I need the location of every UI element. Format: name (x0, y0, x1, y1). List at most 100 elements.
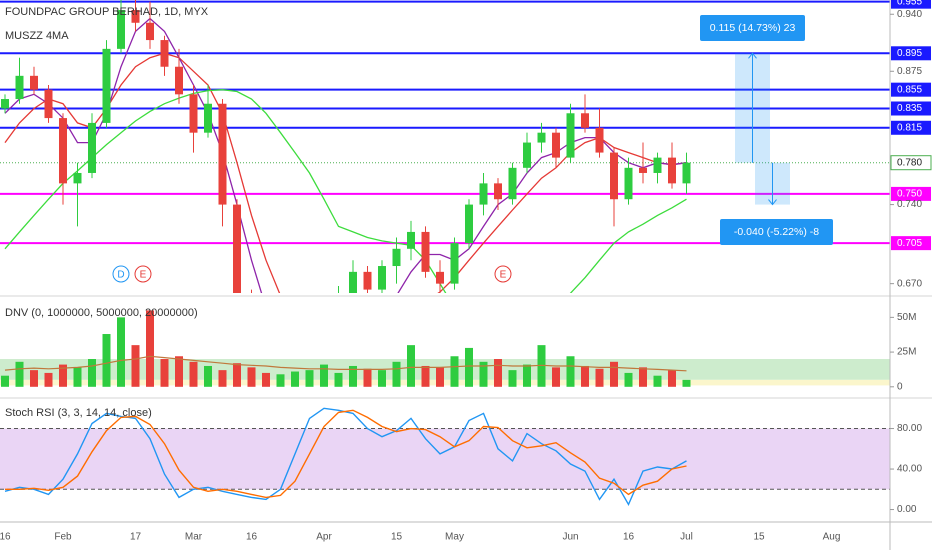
level-label-box (891, 120, 931, 135)
candle-body (610, 152, 618, 200)
event-marker (134, 265, 152, 283)
x-tick-label: 15 (753, 532, 765, 543)
level-label: 0.705 (897, 238, 922, 249)
candle-body (552, 132, 560, 158)
candle-body (682, 162, 691, 184)
candle-body (595, 127, 604, 153)
event-marker (494, 265, 512, 283)
volume-band (0, 379, 890, 386)
candle-body (407, 231, 415, 249)
measure-arrow-head (748, 52, 757, 59)
level-label-box (891, 186, 931, 201)
volume-bar (407, 345, 415, 387)
volume-bar (349, 365, 357, 387)
indicator-title: MUSZZ 4MA (5, 30, 69, 42)
candle-body (335, 296, 343, 308)
candle-body (204, 103, 212, 133)
candle-body (479, 183, 488, 205)
volume-bar (334, 372, 343, 387)
volume-bar (421, 365, 430, 387)
level-label: 0.835 (897, 103, 922, 114)
event-label: E (140, 270, 147, 281)
y-tick-label: 80.00 (897, 423, 922, 434)
volume-bar (160, 359, 169, 387)
level-label: 0.955 (897, 0, 922, 7)
volume-bar (537, 345, 546, 387)
chart-title: FOUNDPAC GROUP BERHAD, 1D, MYX (5, 6, 209, 18)
volume-bar (247, 367, 256, 387)
volume-bar (378, 370, 386, 387)
volume-bar (479, 361, 488, 387)
y-tick-label: 0 (897, 381, 903, 392)
volume-bar (30, 370, 38, 387)
moving-average (4, 89, 687, 293)
volume-bar (363, 368, 372, 387)
y-tick-label: 0.670 (897, 278, 922, 289)
overlay: D E E 0.115 (14.73%) 23 -0.040 (-5.22%) -8 0.… (112, 0, 932, 283)
y-tick-label: 0.875 (897, 66, 922, 77)
candle-body (146, 22, 154, 41)
candle-body (320, 308, 328, 320)
candle-body (277, 339, 285, 352)
volume-bar (639, 367, 647, 387)
candle-body (15, 75, 24, 100)
volume-bar (117, 317, 125, 387)
x-tick-label: May (445, 532, 464, 543)
x-tick-label: 17 (130, 532, 142, 543)
volume-bar (450, 356, 459, 387)
volume-bar (508, 370, 517, 387)
event-marker (112, 265, 130, 283)
level-label: 0.895 (897, 48, 922, 59)
x-tick-label: Mar (185, 532, 203, 543)
candle-body (248, 296, 256, 333)
volume-bar (204, 365, 212, 387)
candle-body (218, 103, 227, 205)
volume-bar (15, 361, 24, 387)
volume-bar (59, 364, 67, 387)
volume-bar (682, 379, 691, 387)
candle-body (131, 10, 140, 23)
level-label-box (891, 46, 931, 61)
candle-body (59, 118, 67, 184)
measure-box (700, 15, 805, 41)
candle-body (349, 271, 357, 293)
volume-bar (552, 367, 560, 387)
candle-body (537, 132, 546, 143)
candle-body (581, 113, 589, 128)
volume-title: DNV (0, 1000000, 5000000, 20000000) (5, 307, 198, 319)
stoch-line (5, 409, 687, 499)
candle-body (306, 320, 314, 326)
level-label: 0.855 (897, 84, 922, 95)
stoch-title: Stoch RSI (3, 3, 14, 14, close) (5, 407, 152, 419)
measure-label: 0.115 (14.73%) 23 (710, 22, 796, 34)
volume-average (4, 355, 687, 372)
event-label: E (500, 270, 507, 281)
x-tick-label: 15 (391, 532, 403, 543)
stoch-pane (0, 407, 890, 507)
candle-body (624, 167, 633, 200)
level-label: 0.750 (897, 189, 922, 200)
candle-body (378, 266, 386, 290)
last-price-box (890, 155, 932, 171)
x-tick-label: Jun (562, 532, 578, 543)
volume-bar (523, 364, 531, 387)
volume-bar (465, 347, 473, 387)
stoch-band (0, 428, 890, 490)
measure-arrow-head (768, 199, 777, 206)
candle-body (668, 157, 676, 184)
volume-bar (305, 370, 314, 387)
volume-bar (88, 359, 96, 387)
candle-body (450, 243, 459, 284)
measure-box (720, 219, 833, 245)
candle-body (30, 75, 38, 90)
candle-body (102, 48, 111, 123)
y-tick-label: 50M (897, 312, 916, 323)
candle-body (523, 142, 531, 168)
volume-bar (218, 370, 227, 387)
candle-body (233, 204, 241, 293)
volume-bar (566, 356, 575, 387)
candle-body (175, 66, 183, 95)
candle-body (436, 271, 444, 284)
candle-body (494, 183, 502, 200)
